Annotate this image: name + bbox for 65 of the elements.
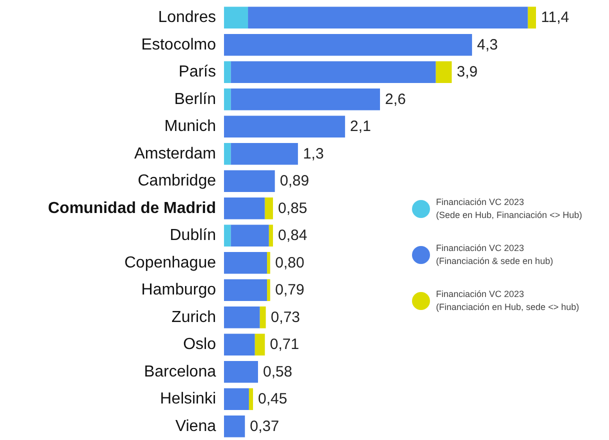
y-tick-label: Copenhague <box>124 254 216 272</box>
bar <box>260 306 266 328</box>
bar <box>224 388 249 410</box>
bar <box>224 61 231 84</box>
bar <box>224 415 245 438</box>
bar <box>230 61 436 84</box>
bar <box>224 360 258 383</box>
annotation: 0,37 <box>250 418 280 435</box>
y-tick-label: Munich <box>164 118 216 136</box>
y-tick-label: París <box>178 64 216 81</box>
bar <box>224 279 268 302</box>
annotation: 0,84 <box>278 227 308 244</box>
annotation: 2,6 <box>385 90 406 108</box>
bar <box>230 142 298 165</box>
y-tick-label: Helsinki <box>160 390 216 408</box>
bar <box>224 197 265 220</box>
annotation: 0,79 <box>275 282 304 299</box>
legend-label: Financiación VC 2023 (Financiación en Hub, sede <> hub) <box>436 288 580 314</box>
bar <box>436 61 452 84</box>
y-tick-label: Viena <box>175 418 216 435</box>
bar <box>264 197 273 220</box>
y-tick-label: Dublín <box>170 227 216 244</box>
bar <box>224 306 260 328</box>
bar <box>224 6 248 29</box>
bar <box>224 88 231 110</box>
annotation: 4,3 <box>477 36 498 54</box>
annotation: 2,1 <box>350 118 371 136</box>
bar <box>230 224 269 247</box>
annotation: 0,45 <box>258 390 288 408</box>
annotation: 0,80 <box>275 254 304 272</box>
annotation: 0,58 <box>263 363 292 380</box>
y-tick-label: Zurich <box>172 308 216 326</box>
bar <box>254 334 265 356</box>
y-tick-label: Barcelona <box>144 363 216 380</box>
y-tick-label: Amsterdam <box>134 145 216 162</box>
bar <box>230 88 380 110</box>
y-tick-label: Hamburgo <box>141 282 216 299</box>
legend-label: Financiación VC 2023 (Financiación & sede en hub) <box>436 242 554 268</box>
bar <box>224 34 472 56</box>
annotation: 11,4 <box>541 9 570 26</box>
bar <box>248 6 528 29</box>
bar <box>224 334 255 356</box>
bar <box>224 142 231 165</box>
bar <box>224 252 268 274</box>
bar <box>224 116 346 138</box>
annotation: 0,73 <box>270 308 300 326</box>
bar <box>224 224 231 247</box>
y-tick-label: Berlín <box>174 90 216 108</box>
bar <box>267 252 270 274</box>
bar <box>248 388 254 410</box>
y-tick-label: Londres <box>158 9 216 26</box>
y-tick-label: Comunidad de Madrid <box>48 200 216 217</box>
legend-label: Financiación VC 2023 (Sede en Hub, Financiación <> Hub) <box>436 196 582 222</box>
annotation: 0,85 <box>278 200 308 217</box>
annotation: 0,89 <box>280 172 310 190</box>
bar <box>224 170 275 192</box>
bar <box>267 279 270 302</box>
bar <box>268 224 273 247</box>
annotation: 3,9 <box>456 64 478 81</box>
y-tick-label: Cambridge <box>138 172 216 190</box>
annotation: 0,71 <box>270 336 300 354</box>
y-tick-label: Estocolmo <box>141 36 216 54</box>
y-tick-label: Oslo <box>183 336 216 354</box>
annotation: 1,3 <box>302 145 324 162</box>
bar <box>528 6 536 29</box>
